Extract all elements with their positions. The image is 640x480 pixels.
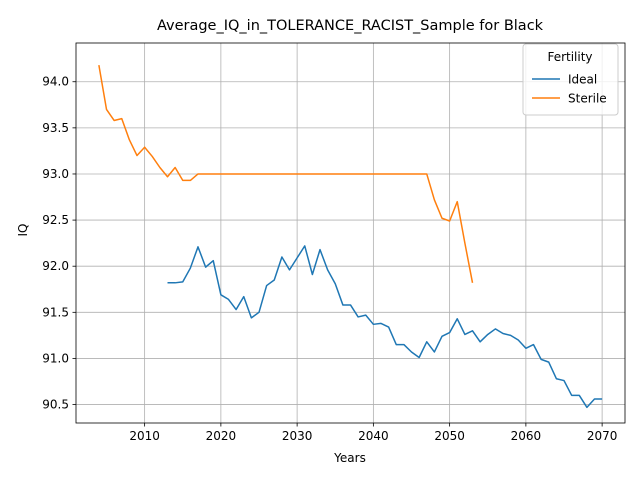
y-tick-label: 93.5 — [42, 121, 69, 135]
y-tick-label: 93.0 — [42, 167, 69, 181]
y-tick-label: 90.5 — [42, 398, 69, 412]
series-lines — [98, 65, 603, 409]
legend-title: Fertility — [547, 50, 592, 64]
series-line-ideal — [167, 245, 603, 409]
x-tick-label: 2030 — [282, 429, 313, 443]
y-tick-label: 91.0 — [42, 351, 69, 365]
x-tick-label: 2050 — [434, 429, 465, 443]
x-tick-label: 2010 — [129, 429, 160, 443]
x-tick-label: 2020 — [206, 429, 237, 443]
series-line-sterile — [98, 65, 474, 283]
legend: Fertility Ideal Sterile — [522, 43, 619, 116]
legend-label-ideal: Ideal — [568, 73, 597, 87]
legend-label-sterile: Sterile — [568, 92, 607, 106]
chart-title: Average_IQ_in_TOLERANCE_RACIST_Sample fo… — [157, 18, 544, 34]
plot-frame — [75, 42, 626, 424]
y-tick-label: 91.5 — [42, 305, 69, 319]
y-axis-title: IQ — [16, 224, 30, 237]
x-axis-ticks: 2010 2020 2030 2040 2050 2060 2070 — [129, 423, 617, 443]
x-tick-label: 2060 — [511, 429, 542, 443]
y-axis-ticks: 90.5 91.0 91.5 92.0 92.5 93.0 93.5 94.0 — [42, 75, 76, 412]
y-tick-label: 92.5 — [42, 213, 69, 227]
y-tick-label: 92.0 — [42, 259, 69, 273]
x-tick-label: 2070 — [587, 429, 618, 443]
x-axis-title: Years — [333, 451, 366, 465]
gridlines — [76, 43, 625, 423]
y-tick-label: 94.0 — [42, 75, 69, 89]
x-tick-label: 2040 — [358, 429, 389, 443]
